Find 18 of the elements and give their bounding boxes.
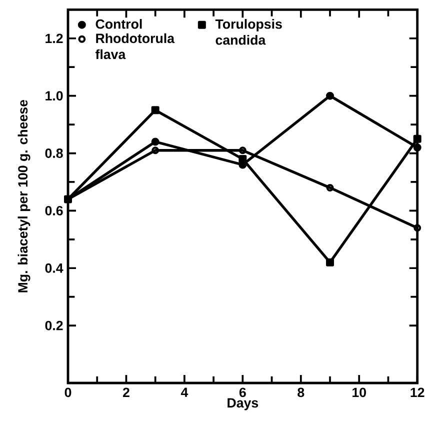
y-tick-label: 0.8 (45, 148, 63, 158)
legend-label: Control (96, 18, 142, 29)
x-tick-label: 2 (122, 388, 130, 398)
x-tick-label: 0 (64, 388, 72, 398)
y-tick-label: 1.2 (46, 34, 63, 44)
x-tick-label: 6 (239, 388, 246, 398)
legend-label: Rhodotorula flava (95, 33, 175, 60)
y-tick-label: 0.4 (45, 263, 64, 273)
y-axis-title: Mg. biacetyl per 100 g. cheese (18, 100, 30, 292)
x-tick-label: 12 (410, 388, 424, 398)
x-axis-title: Days (228, 398, 258, 410)
x-tick-label: 10 (352, 388, 366, 398)
legend-label: Torulopsis candida (215, 18, 282, 45)
x-tick-label: 8 (298, 388, 304, 398)
y-tick-label: 0.2 (45, 320, 63, 330)
y-tick-label: 1.0 (46, 91, 63, 101)
y-tick-label: 0.6 (45, 206, 63, 216)
x-tick-label: 4 (180, 388, 188, 397)
